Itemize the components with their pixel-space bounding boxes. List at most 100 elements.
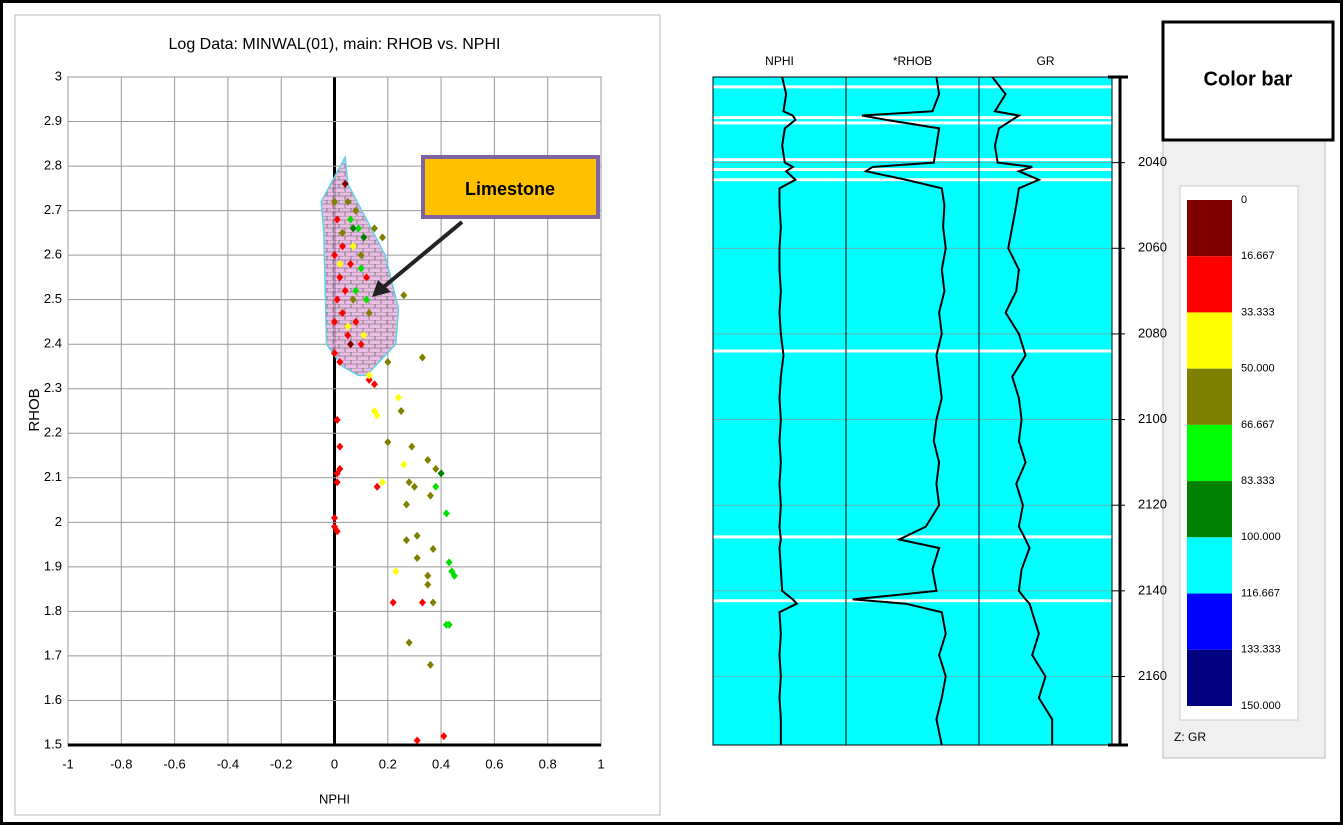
point	[445, 620, 453, 629]
colorbar-tick-label: 66.667	[1241, 419, 1275, 431]
point	[336, 273, 344, 282]
point	[333, 215, 341, 224]
point	[333, 415, 341, 424]
chart-title: Log Data: MINWAL(01), main: RHOB vs. NPH…	[169, 36, 501, 53]
scatter-chart: -1 -0.8 -0.6 -0.4 -0.2 0 0.2 0.4 0.6 0.8 1 1.5 1.6 1.…	[26, 36, 605, 806]
annotation-arrowhead	[372, 280, 391, 297]
annotation-text: Limestone	[465, 179, 555, 199]
annotation-box	[421, 155, 600, 219]
point	[389, 598, 397, 607]
point	[346, 340, 354, 349]
point	[331, 513, 338, 522]
point	[445, 558, 453, 567]
point	[432, 464, 440, 473]
point	[336, 260, 344, 269]
point	[346, 260, 354, 269]
y-tick-label: 2.5	[44, 291, 62, 306]
colorbar-tick-label: 50.000	[1241, 363, 1275, 375]
point	[397, 407, 405, 415]
colorbar-tick-label: 16.667	[1241, 250, 1275, 262]
x-tick-label: -0.2	[270, 756, 292, 771]
point	[357, 251, 365, 260]
point	[344, 197, 352, 206]
color-segment	[1187, 593, 1232, 650]
depth-tick-label: 2140	[1138, 582, 1167, 597]
x-tick-label: 0.2	[379, 756, 397, 771]
annotation-arrow	[378, 220, 464, 292]
depth-tick-label: 2160	[1138, 668, 1167, 683]
y-tick-label: 2.6	[44, 247, 62, 262]
y-tick-label: 2.9	[44, 113, 62, 128]
point	[365, 371, 373, 380]
x-axis-label: NPHI	[319, 791, 350, 806]
colorbar-tick-label: 100.000	[1241, 531, 1281, 543]
point	[373, 411, 381, 420]
x-tick-label: 0	[331, 756, 338, 771]
point	[333, 469, 341, 478]
track-name: *RHOB	[893, 54, 932, 68]
y-tick-label: 2.1	[44, 469, 62, 484]
point	[394, 393, 402, 402]
point	[346, 215, 354, 224]
y-tick-label: 2.7	[44, 202, 62, 217]
log-curve	[852, 76, 947, 746]
colorbar-tick-label: 133.333	[1241, 644, 1281, 656]
depth-tick-label: 2120	[1138, 497, 1167, 512]
point	[365, 375, 373, 384]
point	[429, 598, 437, 607]
x-tick-label: 0.6	[485, 756, 503, 771]
point	[408, 442, 416, 451]
point	[402, 500, 410, 509]
track-name: GR	[1037, 54, 1055, 68]
point	[360, 233, 368, 242]
point	[400, 460, 408, 469]
color-segment	[1187, 537, 1232, 594]
point	[424, 455, 432, 464]
y-tick-label: 1.5	[44, 736, 62, 751]
track-frame	[978, 76, 1113, 746]
point	[418, 353, 426, 362]
colorbar-tick-label: 33.333	[1241, 306, 1275, 318]
depth-tick-label: 2060	[1138, 240, 1167, 255]
color-segment	[1187, 649, 1232, 706]
colorbar-title-box	[1161, 20, 1335, 142]
point	[331, 197, 338, 206]
point	[338, 242, 346, 251]
point	[370, 224, 378, 233]
color-segment	[1187, 481, 1232, 538]
track-name: NPHI	[765, 54, 794, 68]
point	[392, 567, 400, 576]
colorbar-tick-label: 116.667	[1241, 587, 1280, 599]
color-segment	[1187, 200, 1232, 257]
point	[336, 358, 344, 367]
depth-tick-label: 2080	[1138, 325, 1167, 340]
point	[437, 469, 445, 478]
depth-tick-label: 2040	[1138, 154, 1167, 169]
point	[413, 736, 421, 745]
colorbar-tick-label: 83.333	[1241, 475, 1275, 487]
point	[448, 567, 456, 576]
y-tick-label: 1.7	[44, 647, 62, 662]
point	[426, 660, 434, 669]
point	[426, 491, 434, 500]
point	[338, 228, 346, 237]
colorbar-tick-label: 150.000	[1241, 700, 1281, 712]
y-axis-label: RHOB	[26, 388, 43, 431]
x-tick-label: -0.6	[163, 756, 185, 771]
point	[432, 482, 440, 491]
point	[413, 553, 421, 562]
point	[333, 527, 341, 536]
point	[384, 358, 392, 367]
color-segment	[1187, 312, 1232, 369]
y-tick-label: 2.4	[44, 336, 62, 351]
log-curve	[778, 76, 799, 745]
point	[352, 317, 360, 326]
y-tick-label: 2.8	[44, 158, 62, 173]
colorbar-tick-label: 0	[1241, 194, 1247, 206]
point	[362, 295, 370, 304]
track-background	[713, 77, 1112, 745]
point	[338, 309, 346, 318]
colorbar-label: Z: GR	[1174, 730, 1206, 744]
color-segment	[1187, 368, 1232, 425]
